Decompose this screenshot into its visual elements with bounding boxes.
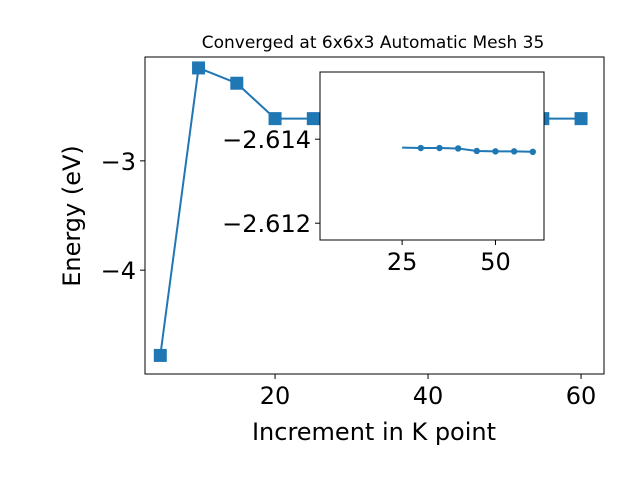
- inset-x-tick-label: 25: [387, 248, 418, 276]
- inset-y-tick-label: −2.612: [222, 210, 311, 238]
- inset-y-tick-label: −2.614: [222, 126, 311, 154]
- inset-data-point: [454, 145, 462, 152]
- x-tick-label: 40: [413, 382, 444, 410]
- y-tick-label: −3: [101, 148, 136, 176]
- inset-data-point: [529, 148, 536, 155]
- inset-data-point: [510, 148, 518, 155]
- y-axis-label: Energy (eV): [58, 145, 86, 287]
- data-point: [192, 61, 206, 75]
- inset-data-point: [436, 144, 443, 152]
- inset-data-point: [473, 147, 480, 155]
- inset-plot-background: [320, 72, 544, 240]
- data-point: [574, 112, 588, 126]
- x-tick-label: 20: [260, 382, 291, 410]
- inset-data-point: [417, 144, 424, 152]
- y-tick-label: −4: [101, 257, 136, 285]
- inset-data-point: [492, 148, 499, 155]
- data-point: [306, 112, 320, 126]
- chart-title: Converged at 6x6x3 Automatic Mesh 35: [202, 33, 545, 53]
- data-point: [153, 348, 167, 362]
- data-point: [268, 112, 282, 126]
- inset-plot-frame: [319, 71, 545, 241]
- inset-x-tick-label: 50: [480, 248, 511, 276]
- main-plot-frame: [144, 56, 605, 375]
- data-point: [230, 76, 244, 90]
- x-tick-label: 60: [566, 382, 597, 410]
- x-axis-label: Increment in K point: [252, 418, 496, 446]
